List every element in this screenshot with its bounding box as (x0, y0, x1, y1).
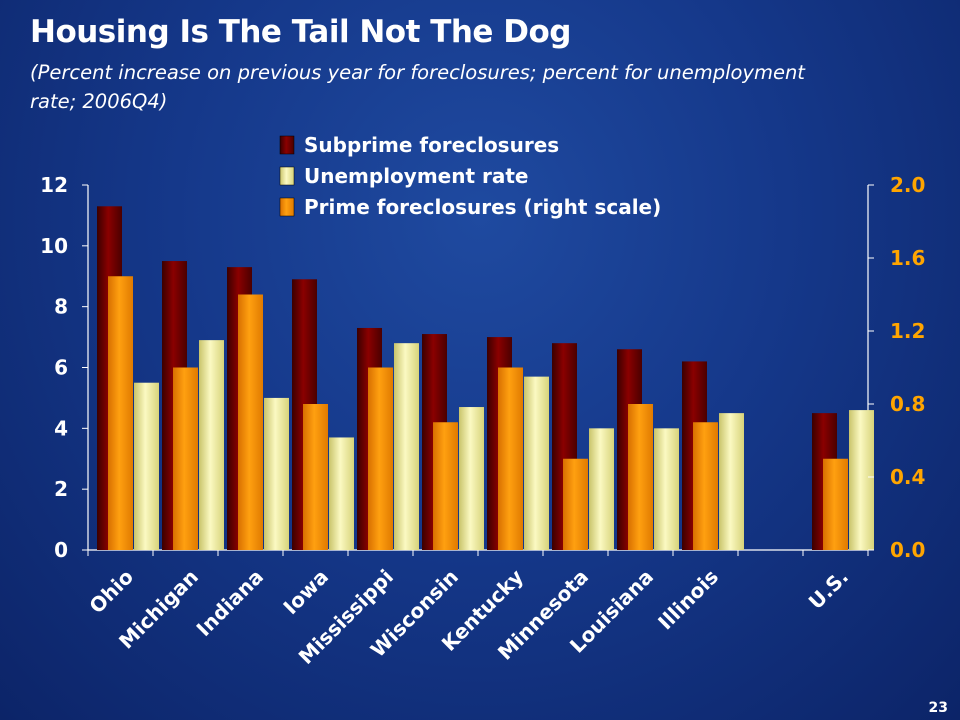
slide-title: Housing Is The Tail Not The Dog (30, 14, 571, 50)
bar-prime-foreclosures-right-scale--2 (238, 294, 263, 550)
bar-unemployment-rate-1 (199, 340, 224, 550)
bar-prime-foreclosures-right-scale--7 (563, 458, 588, 550)
page-number: 23 (928, 700, 948, 716)
y-left-tick-label: 12 (40, 173, 68, 197)
y-left-tick-label: 10 (40, 234, 68, 258)
bar-unemployment-rate-3 (329, 437, 354, 550)
slide-subtitle: (Percent increase on previous year for f… (30, 61, 805, 113)
bar-prime-foreclosures-right-scale--8 (628, 404, 653, 550)
legend-label: Unemployment rate (304, 164, 528, 188)
y-right-tick-label: 1.6 (890, 246, 925, 270)
bar-unemployment-rate-7 (589, 428, 614, 550)
category-label: Iowa (278, 565, 333, 620)
bar-prime-foreclosures-right-scale--4 (368, 367, 393, 550)
chart-legend: Subprime foreclosures Unemployment rate Pr… (279, 133, 661, 219)
y-left-tick-label: 6 (54, 356, 68, 380)
chart-ticks: 0 2 4 6 8 10 12 0.0 0.4 0.8 1.2 1.6 2.0 (40, 173, 925, 562)
bar-unemployment-rate-6 (524, 376, 549, 550)
category-label: Illinois (653, 565, 723, 635)
bar-unemployment-rate-5 (459, 407, 484, 550)
y-left-tick-label: 0 (54, 538, 68, 562)
bar-prime-foreclosures-right-scale--5 (433, 422, 458, 550)
legend-swatch (279, 166, 295, 186)
bar-unemployment-rate-9 (719, 413, 744, 550)
bar-prime-foreclosures-right-scale--3 (303, 404, 328, 550)
bar-unemployment-rate-4 (394, 343, 419, 550)
y-right-tick-label: 2.0 (890, 173, 925, 197)
category-label: Indiana (192, 565, 268, 641)
legend-swatch (279, 135, 295, 155)
bar-prime-foreclosures-right-scale--11 (823, 458, 848, 550)
y-left-tick-label: 8 (54, 295, 68, 319)
bar-unemployment-rate-2 (264, 397, 289, 550)
bar-prime-foreclosures-right-scale--0 (108, 276, 133, 550)
chart-bars (97, 206, 874, 550)
bar-unemployment-rate-11 (849, 410, 874, 550)
bar-prime-foreclosures-right-scale--9 (693, 422, 718, 550)
y-right-tick-label: 0.4 (890, 465, 925, 489)
y-right-tick-label: 1.2 (890, 319, 925, 343)
bar-prime-foreclosures-right-scale--6 (498, 367, 523, 550)
y-right-tick-label: 0.0 (890, 538, 925, 562)
legend-swatch (279, 197, 295, 217)
legend-label: Prime foreclosures (right scale) (304, 195, 661, 219)
category-label: U.S. (804, 565, 853, 614)
bar-prime-foreclosures-right-scale--1 (173, 367, 198, 550)
legend-label: Subprime foreclosures (304, 133, 559, 157)
y-left-tick-label: 2 (54, 477, 68, 501)
y-right-tick-label: 0.8 (890, 392, 925, 416)
category-label: Ohio (84, 565, 138, 619)
y-left-tick-label: 4 (54, 416, 68, 440)
bar-unemployment-rate-0 (134, 382, 159, 550)
bar-unemployment-rate-8 (654, 428, 679, 550)
